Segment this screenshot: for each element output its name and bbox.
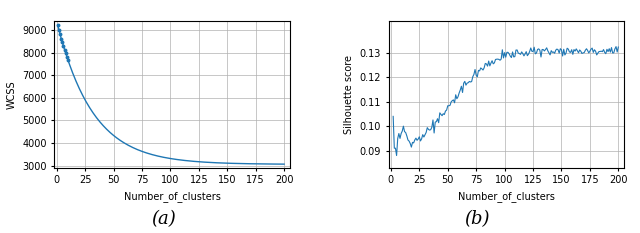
Y-axis label: WCSS: WCSS xyxy=(6,80,17,109)
Y-axis label: Silhouette score: Silhouette score xyxy=(344,55,354,134)
Text: (a): (a) xyxy=(151,210,175,228)
X-axis label: Number_of_clusters: Number_of_clusters xyxy=(124,191,221,202)
X-axis label: Number_of_clusters: Number_of_clusters xyxy=(458,191,555,202)
Text: (b): (b) xyxy=(464,210,490,228)
